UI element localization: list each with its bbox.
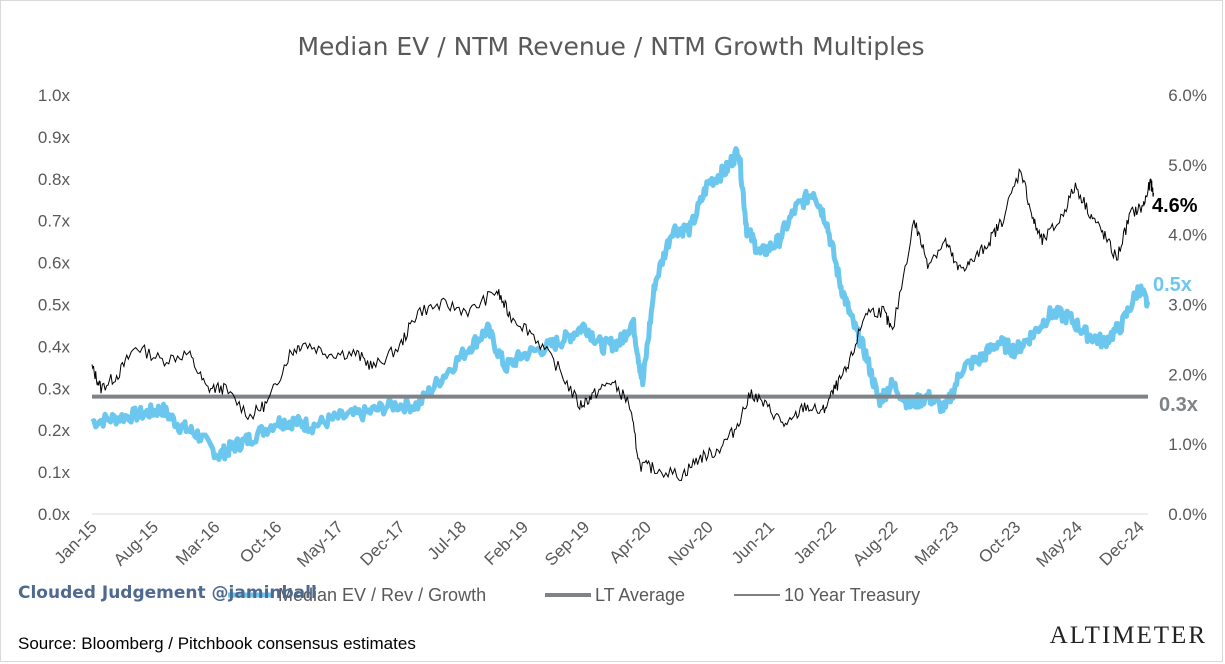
left-tick-label: 0.2x — [38, 421, 71, 440]
x-tick-label: Mar-23 — [911, 517, 963, 569]
x-tick-label: Mar-16 — [172, 517, 224, 569]
x-tick-label: Jan-22 — [790, 517, 840, 567]
x-tick-label: May-17 — [293, 517, 347, 571]
right-tick-label: 3.0% — [1168, 296, 1207, 315]
series-10-year-treasury — [91, 168, 1154, 482]
series-layer — [90, 146, 1154, 482]
right-tick-label: 6.0% — [1168, 86, 1207, 105]
x-tick-label: Jun-21 — [728, 517, 778, 567]
left-tick-label: 0.6x — [38, 254, 71, 273]
x-tick-label: Nov-20 — [665, 517, 717, 569]
legend-median-label: Median EV / Rev / Growth — [278, 585, 486, 605]
x-tick-label: Dec-17 — [357, 517, 409, 569]
series-median-ev-rev-growth — [90, 146, 1151, 462]
right-tick-label: 1.0% — [1168, 435, 1207, 454]
brand-logo: ALTIMETER — [1049, 622, 1207, 649]
x-tick-label: Oct-23 — [975, 517, 1025, 567]
x-tick-label: Apr-20 — [605, 517, 655, 567]
end-labels: 4.6% 0.5x 0.3x — [1152, 195, 1198, 416]
left-tick-label: 0.9x — [38, 128, 71, 147]
source-text: Source: Bloomberg / Pitchbook consensus … — [18, 634, 416, 653]
x-tick-label: Aug-15 — [110, 517, 162, 569]
average-end-label: 0.3x — [1159, 394, 1198, 416]
left-tick-label: 0.0x — [38, 505, 71, 524]
right-tick-label: 2.0% — [1168, 365, 1207, 384]
x-tick-label: Feb-19 — [481, 517, 533, 569]
x-tick-label: May-24 — [1032, 517, 1086, 571]
right-axis: 0.0% 1.0% 2.0% 3.0% 4.0% 5.0% 6.0% — [1168, 86, 1207, 524]
x-tick-label: Jan-15 — [51, 517, 101, 567]
left-tick-label: 0.5x — [38, 296, 71, 315]
right-tick-label: 4.0% — [1168, 226, 1207, 245]
legend: Median EV / Rev / Growth LT Average 10 Yea… — [228, 585, 920, 605]
left-tick-label: 0.4x — [38, 337, 71, 356]
left-tick-label: 1.0x — [38, 86, 71, 105]
left-axis: 0.0x 0.1x 0.2x 0.3x 0.4x 0.5x 0.6x 0.7x 0.8x 0.9x… — [38, 86, 71, 524]
x-tick-label: Oct-16 — [236, 517, 286, 567]
treasury-end-label: 4.6% — [1152, 195, 1198, 217]
left-tick-label: 0.7x — [38, 212, 71, 231]
x-tick-label: Jul-18 — [424, 517, 470, 563]
x-tick-label: Sep-19 — [541, 517, 593, 569]
left-tick-label: 0.8x — [38, 170, 71, 189]
right-tick-label: 5.0% — [1168, 156, 1207, 175]
left-tick-label: 0.3x — [38, 379, 71, 398]
x-axis: Jan-15 Aug-15 Mar-16 Oct-16 May-17 Dec-17 Jul-… — [51, 517, 1148, 571]
x-tick-label: Aug-22 — [849, 517, 901, 569]
legend-lt-average-label: LT Average — [595, 585, 685, 605]
credit-text: Clouded Judgement @jaminball — [18, 583, 317, 603]
legend-treasury-label: 10 Year Treasury — [784, 585, 920, 605]
chart-title: Median EV / NTM Revenue / NTM Growth Mul… — [297, 32, 924, 61]
right-tick-label: 0.0% — [1168, 505, 1207, 524]
multiple-end-label: 0.5x — [1153, 274, 1192, 296]
x-tick-label: Dec-24 — [1096, 517, 1148, 569]
left-tick-label: 0.1x — [38, 463, 71, 482]
